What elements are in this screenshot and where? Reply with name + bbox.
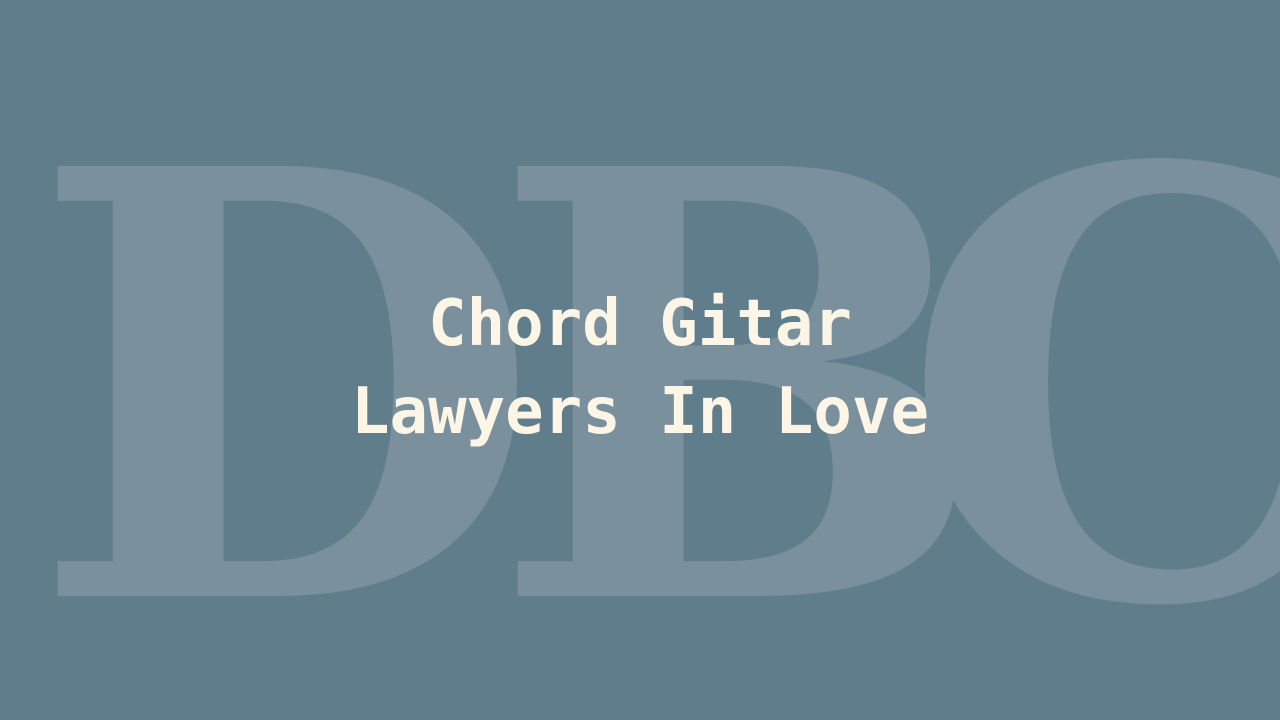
- title-line-1: Chord Gitar: [428, 287, 852, 361]
- watermark-letter-b: B: [490, 43, 989, 720]
- title-line-2: Lawyers In Love: [351, 375, 929, 449]
- page-title: Chord Gitar Lawyers In Love: [0, 280, 1280, 456]
- watermark-letter-d: D: [30, 43, 542, 720]
- watermark-letter-c: C: [900, 43, 1280, 720]
